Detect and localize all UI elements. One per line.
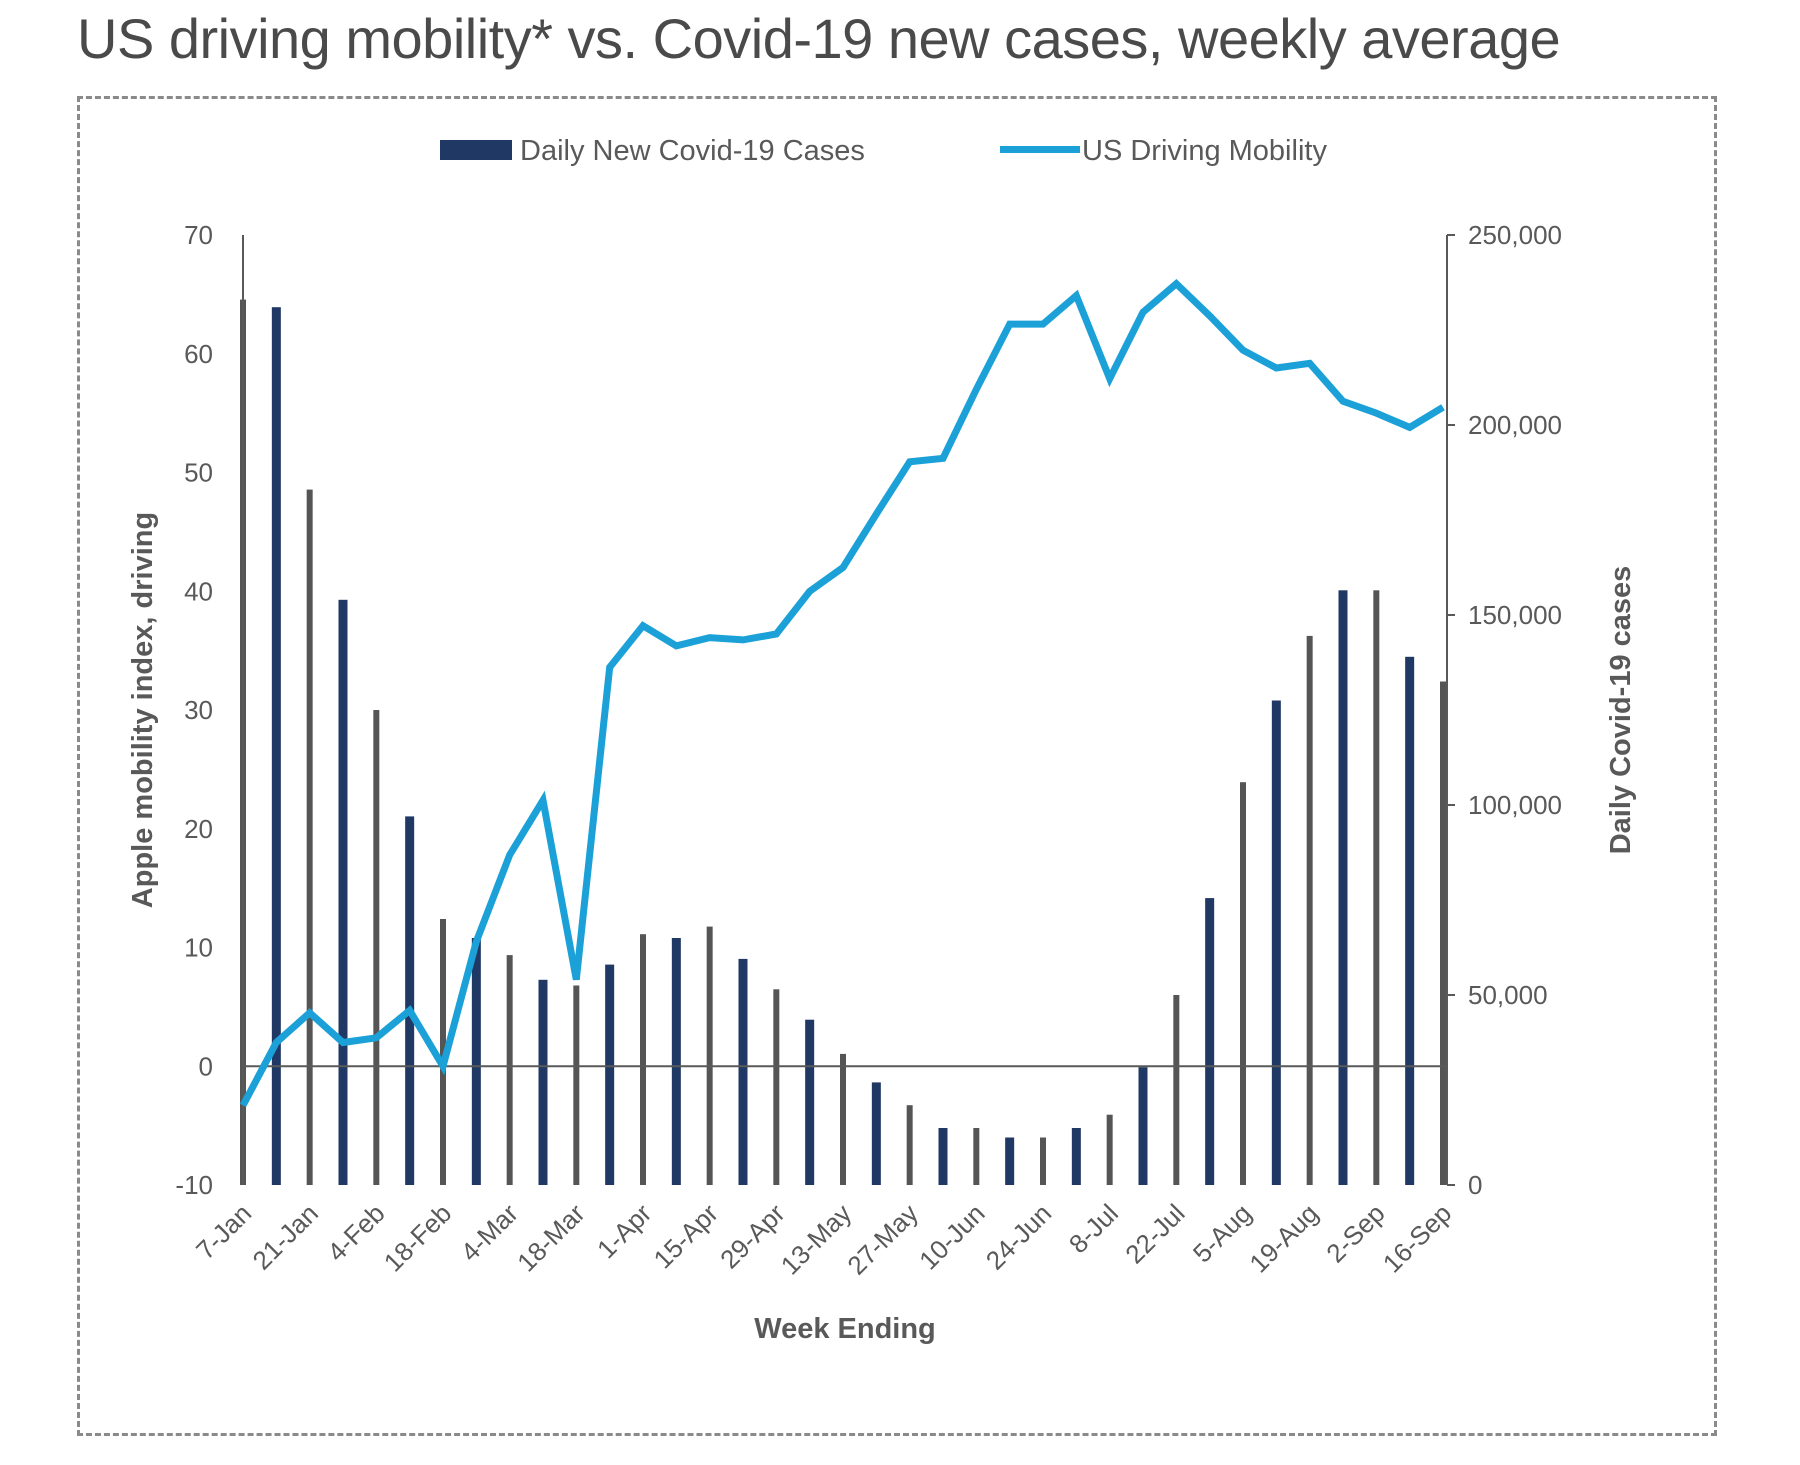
y-axis-left-title: Apple mobility index, driving: [127, 512, 159, 908]
bar-4-Feb: [373, 710, 380, 1185]
legend-label-cases: Daily New Covid-19 Cases: [520, 135, 865, 167]
bar-22-Apr: [738, 958, 748, 1185]
y-left-tick-label: 30: [184, 695, 213, 725]
bar-11-Feb: [405, 816, 415, 1185]
legend-swatch-cases: [440, 140, 512, 160]
x-tick-label: 22-Jul: [1119, 1198, 1190, 1269]
x-tick-label: 18-Feb: [378, 1198, 457, 1277]
bar-8-Apr: [671, 938, 681, 1185]
y-right-tick-label: 50,000: [1468, 980, 1548, 1010]
x-tick-label: 8-Jul: [1063, 1198, 1124, 1259]
bar-11-Mar: [538, 979, 548, 1185]
y-right-tick-label: 250,000: [1468, 220, 1562, 250]
y-right-tick-label: 0: [1468, 1170, 1482, 1200]
y-right-tick-label: 100,000: [1468, 790, 1562, 820]
x-tick-label: 24-Jun: [980, 1198, 1057, 1275]
bar-18-Mar: [573, 985, 580, 1185]
bar-6-May: [805, 1019, 815, 1185]
y-left-tick-label: 0: [199, 1051, 213, 1081]
bar-22-Jul: [1173, 995, 1180, 1185]
bar-10-Jun: [973, 1128, 980, 1185]
bar-25-Mar: [605, 964, 615, 1185]
bar-20-May: [871, 1082, 881, 1185]
bar-21-Jan: [306, 489, 313, 1186]
y-axis-right-title: Daily Covid-19 cases: [1605, 566, 1637, 855]
y-left-tick-label: 60: [184, 339, 213, 369]
y-axis-right-ticks: 250,000 200,000 150,000 100,000 50,000 0: [1447, 220, 1562, 1200]
bar-13-May: [840, 1053, 846, 1185]
bar-12-Aug: [1271, 700, 1281, 1185]
bar-25-Feb: [471, 938, 481, 1185]
chart-frame: [77, 96, 1717, 1436]
bar-19-Aug: [1306, 635, 1313, 1185]
bar-1-Apr: [640, 934, 646, 1185]
axes: [242, 235, 1448, 1185]
bar-15-Apr: [706, 926, 713, 1185]
y-right-tick-label: 150,000: [1468, 600, 1562, 630]
bar-9-Sep: [1405, 656, 1415, 1185]
legend-swatch-mobility: [1000, 146, 1080, 153]
bar-14-Jan: [271, 307, 281, 1185]
y-left-tick-label: 20: [184, 814, 213, 844]
line-mobility-layer: [239, 278, 1445, 1108]
bar-18-Feb: [440, 919, 446, 1185]
bar-3-Jun: [938, 1128, 948, 1185]
bar-27-May: [906, 1105, 913, 1185]
bar-24-Jun: [1040, 1137, 1046, 1185]
legend-label-mobility: US Driving Mobility: [1082, 135, 1327, 167]
x-tick-label: 13-May: [775, 1198, 858, 1281]
y-left-tick-label: 40: [184, 576, 213, 606]
y-right-tick-label: 200,000: [1468, 410, 1562, 440]
y-axis-left-ticks: 70 60 50 40 30 20 10 0 -10: [175, 220, 213, 1200]
line-mobility: [239, 278, 1445, 1108]
y-left-tick-label: 10: [184, 933, 213, 963]
bar-5-Aug: [1240, 782, 1246, 1185]
bar-1-Jul: [1071, 1128, 1081, 1185]
bar-29-Apr: [773, 989, 780, 1185]
bar-26-Aug: [1338, 590, 1348, 1185]
y-left-tick-label: 70: [184, 220, 213, 250]
bar-2-Sep: [1373, 590, 1380, 1185]
bar-17-Jun: [1005, 1137, 1015, 1185]
bar-29-Jul: [1205, 898, 1215, 1185]
x-tick-label: 18-Mar: [511, 1198, 591, 1278]
chart-title: US driving mobility* vs. Covid-19 new ca…: [77, 7, 1561, 70]
x-tick-label: 21-Jan: [246, 1198, 323, 1275]
legend: Daily New Covid-19 Cases US Driving Mobi…: [440, 135, 1327, 167]
x-tick-label: 27-May: [841, 1198, 924, 1281]
y-left-tick-label: 50: [184, 458, 213, 488]
bars-cases: [240, 299, 1446, 1186]
bar-8-Jul: [1106, 1114, 1113, 1185]
x-tick-label: 16-Sep: [1377, 1198, 1457, 1278]
x-tick-label: 19-Aug: [1243, 1198, 1323, 1278]
y-left-tick-label: -10: [175, 1170, 213, 1200]
x-axis-title: Week Ending: [754, 1313, 936, 1345]
bar-28-Jan: [338, 599, 348, 1185]
bar-4-Mar: [506, 955, 513, 1185]
x-tick-label: 15-Apr: [648, 1198, 725, 1275]
bar-16-Sep: [1440, 681, 1446, 1185]
x-tick-label: 10-Jun: [913, 1198, 990, 1275]
bar-15-Jul: [1138, 1067, 1148, 1185]
